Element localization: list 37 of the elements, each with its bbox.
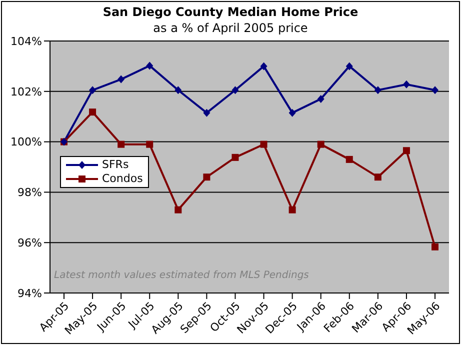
point xyxy=(203,174,210,181)
y-tick-label: 96% xyxy=(18,236,42,250)
y-tick-label: 100% xyxy=(10,136,42,149)
annotation: Latest month values estimated from MLS Pendings xyxy=(54,270,309,281)
y-tick-label: 104% xyxy=(10,34,42,48)
point xyxy=(288,206,296,214)
point xyxy=(260,140,268,148)
point xyxy=(203,108,210,117)
point xyxy=(432,86,438,94)
point xyxy=(174,86,182,94)
point xyxy=(232,86,239,94)
point xyxy=(89,86,96,94)
point xyxy=(402,147,410,154)
legend-label: SFRs xyxy=(102,158,129,172)
chart-title: San Diego County Median Home Price xyxy=(102,5,360,19)
point xyxy=(174,206,182,214)
y-tick-label: 98% xyxy=(18,186,42,200)
point xyxy=(146,140,154,148)
y-tick-label: 94% xyxy=(18,286,42,300)
point xyxy=(146,62,154,70)
point xyxy=(346,156,353,163)
point xyxy=(232,154,239,161)
point xyxy=(402,80,410,88)
point xyxy=(118,140,125,148)
point xyxy=(346,62,353,70)
point xyxy=(260,62,268,70)
y-tick-label: 102% xyxy=(10,85,42,98)
point xyxy=(288,108,296,117)
chart-subtitle: as a % of April 2005 price xyxy=(152,21,309,35)
point xyxy=(374,86,382,94)
point xyxy=(118,75,125,84)
point xyxy=(317,140,324,148)
point xyxy=(432,243,438,250)
point xyxy=(317,94,324,103)
point xyxy=(89,108,96,116)
legend-label: Condos xyxy=(102,172,143,186)
point xyxy=(374,174,382,181)
